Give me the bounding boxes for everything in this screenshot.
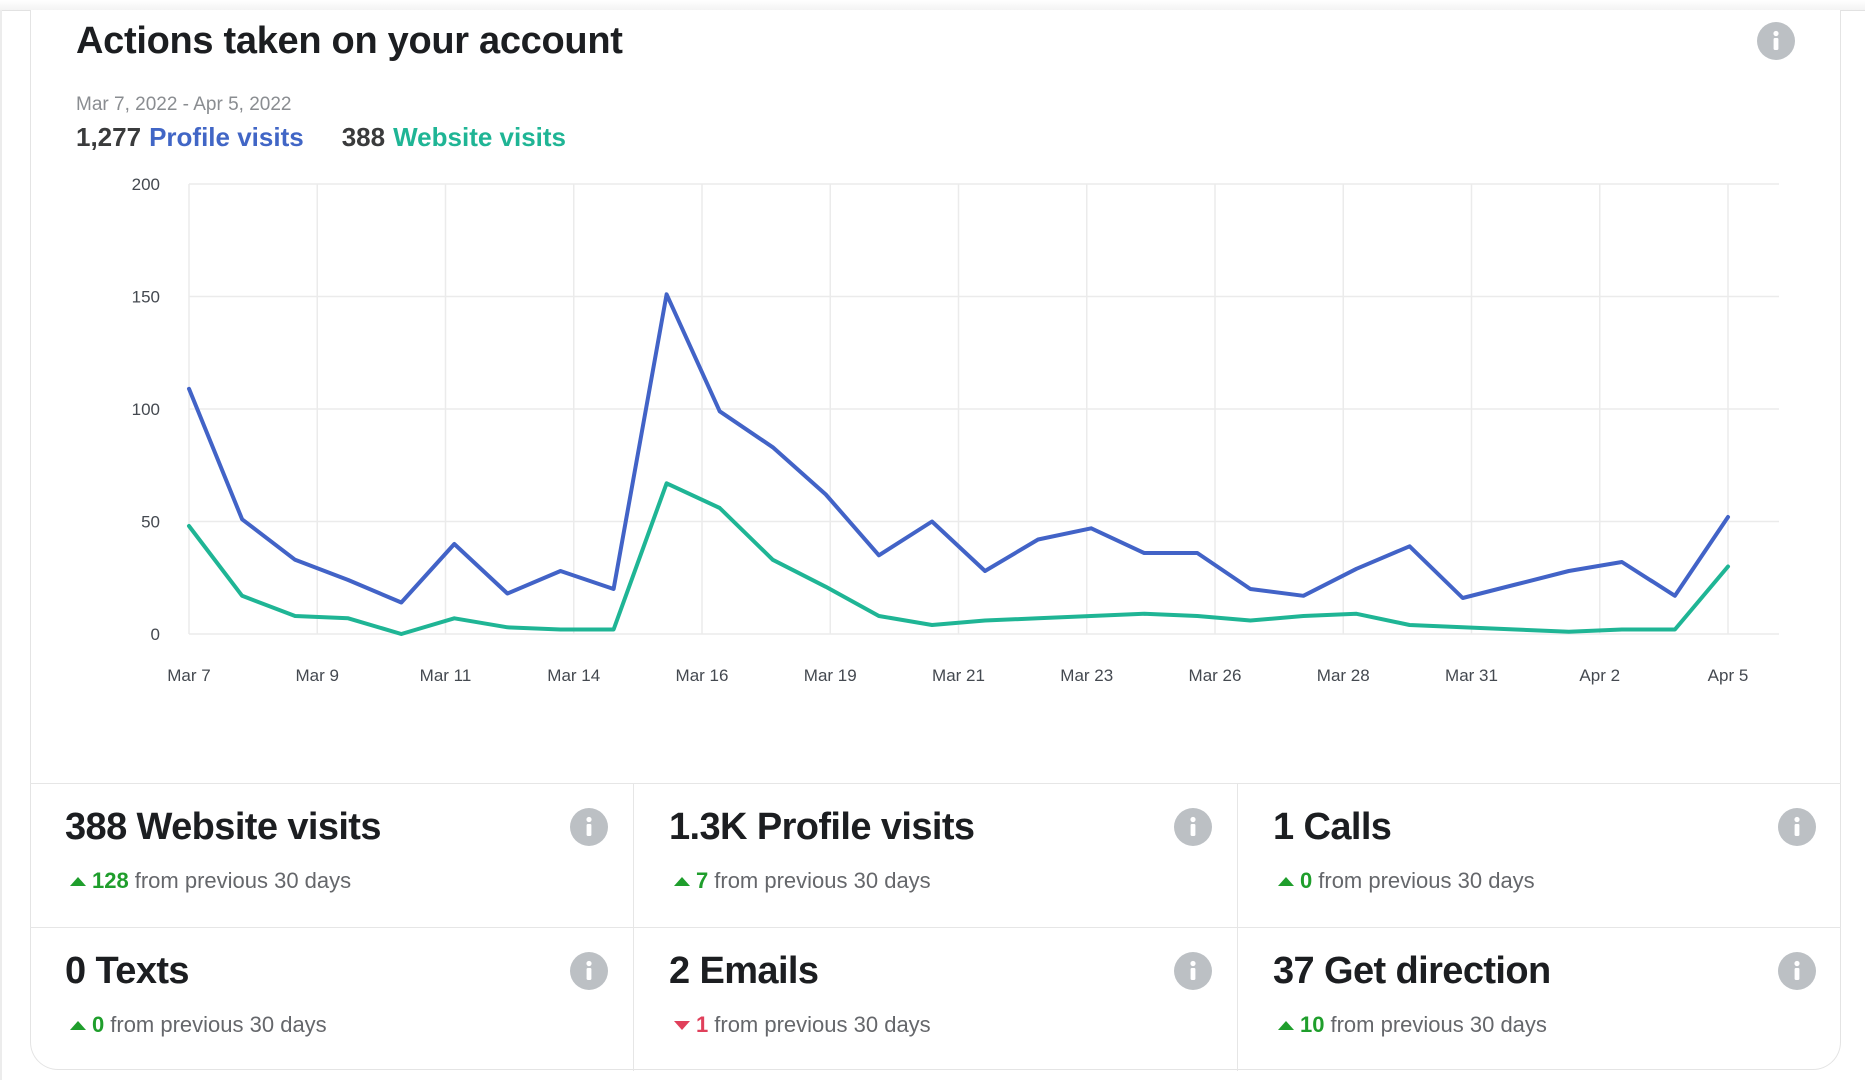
info-icon[interactable] bbox=[1174, 808, 1212, 846]
y-tick-label: 0 bbox=[151, 625, 160, 644]
stat-change: 0 from previous 30 days bbox=[70, 1012, 327, 1038]
arrow-up-icon bbox=[1278, 1020, 1294, 1030]
x-tick-label: Mar 31 bbox=[1445, 666, 1498, 685]
info-glyph-icon bbox=[1794, 816, 1800, 836]
divider bbox=[30, 783, 1841, 784]
arrow-up-icon bbox=[674, 876, 690, 886]
stat-title: 37 Get direction bbox=[1273, 950, 1551, 992]
x-tick-label: Apr 2 bbox=[1579, 666, 1620, 685]
info-glyph-icon bbox=[586, 816, 592, 836]
line-chart: 0 50 100 150 200 Mar 7 Mar 9 Mar 11 Mar 14 Mar 16… bbox=[132, 175, 1779, 685]
stat-card: 388 Website visits 128 from previous 30 … bbox=[30, 784, 634, 928]
stat-delta: 0 bbox=[1300, 868, 1313, 893]
stat-title: 388 Website visits bbox=[65, 806, 382, 848]
y-tick-label: 150 bbox=[132, 288, 160, 307]
x-tick-label: Mar 7 bbox=[167, 666, 210, 685]
stat-card: 37 Get direction 10 from previous 30 day… bbox=[1238, 928, 1842, 1072]
info-icon[interactable] bbox=[570, 808, 608, 846]
info-glyph-icon bbox=[1190, 816, 1196, 836]
stat-title: 1.3K Profile visits bbox=[669, 806, 975, 848]
stat-delta-suffix: from previous 30 days bbox=[714, 1012, 931, 1037]
stat-card: 0 Texts 0 from previous 30 days bbox=[30, 928, 634, 1072]
stat-delta-suffix: from previous 30 days bbox=[110, 1012, 327, 1037]
stat-delta: 10 bbox=[1300, 1012, 1325, 1037]
stat-delta: 128 bbox=[92, 868, 129, 893]
stat-change: 7 from previous 30 days bbox=[674, 868, 931, 894]
date-range: Mar 7, 2022 - Apr 5, 2022 bbox=[76, 94, 292, 115]
x-tick-label: Mar 26 bbox=[1189, 666, 1242, 685]
stat-change: 128 from previous 30 days bbox=[70, 868, 351, 894]
arrow-up-icon bbox=[1278, 876, 1294, 886]
info-icon[interactable] bbox=[1778, 808, 1816, 846]
website-visits-total: 388 bbox=[341, 122, 386, 152]
stat-change: 10 from previous 30 days bbox=[1278, 1012, 1547, 1038]
info-glyph-icon bbox=[1190, 960, 1196, 980]
x-tick-label: Mar 21 bbox=[932, 666, 985, 685]
info-icon[interactable] bbox=[1174, 952, 1212, 990]
info-icon[interactable] bbox=[1778, 952, 1816, 990]
divider bbox=[30, 927, 1841, 928]
stat-delta-suffix: from previous 30 days bbox=[1318, 868, 1535, 893]
info-icon[interactable] bbox=[1757, 22, 1795, 60]
card-title: Actions taken on your account bbox=[76, 20, 623, 62]
arrow-up-icon bbox=[70, 1020, 86, 1030]
y-tick-label: 100 bbox=[132, 400, 160, 419]
x-tick-label: Apr 5 bbox=[1708, 666, 1749, 685]
stat-delta-suffix: from previous 30 days bbox=[714, 868, 931, 893]
stat-delta: 1 bbox=[696, 1012, 709, 1037]
info-glyph-icon bbox=[1773, 30, 1779, 50]
x-tick-label: Mar 9 bbox=[296, 666, 339, 685]
divider bbox=[1237, 783, 1238, 1071]
series-line-profile-visits bbox=[187, 292, 1730, 605]
x-tick-label: Mar 16 bbox=[676, 666, 729, 685]
summary-totals: 1,277 Profile visits 388 Website visits bbox=[76, 122, 566, 153]
x-tick-label: Mar 28 bbox=[1317, 666, 1370, 685]
stat-title: 2 Emails bbox=[669, 950, 819, 992]
profile-visits-total: 1,277 bbox=[76, 122, 142, 152]
actions-card bbox=[30, 10, 1841, 1070]
divider bbox=[633, 783, 634, 1071]
y-tick-label: 50 bbox=[141, 513, 160, 532]
profile-visits-legend: Profile visits bbox=[149, 122, 304, 152]
stat-delta: 7 bbox=[696, 868, 709, 893]
stat-card: 2 Emails 1 from previous 30 days bbox=[634, 928, 1238, 1072]
info-glyph-icon bbox=[1794, 960, 1800, 980]
x-tick-label: Mar 23 bbox=[1060, 666, 1113, 685]
stat-card: 1.3K Profile visits 7 from previous 30 d… bbox=[634, 784, 1238, 928]
stat-change: 0 from previous 30 days bbox=[1278, 868, 1535, 894]
arrow-down-icon bbox=[674, 1020, 690, 1030]
series-line-website-visits bbox=[187, 481, 1730, 636]
stat-title: 0 Texts bbox=[65, 950, 190, 992]
website-visits-legend: Website visits bbox=[393, 122, 567, 152]
arrow-up-icon bbox=[70, 876, 86, 886]
x-tick-label: Mar 14 bbox=[547, 666, 600, 685]
stat-change: 1 from previous 30 days bbox=[674, 1012, 931, 1038]
y-tick-label: 200 bbox=[132, 175, 160, 194]
left-edge bbox=[0, 10, 2, 1080]
info-glyph-icon bbox=[586, 960, 592, 980]
x-tick-label: Mar 19 bbox=[804, 666, 857, 685]
stat-card: 1 Calls 0 from previous 30 days bbox=[1238, 784, 1842, 928]
stat-title: 1 Calls bbox=[1273, 806, 1392, 848]
info-icon[interactable] bbox=[570, 952, 608, 990]
stat-delta: 0 bbox=[92, 1012, 105, 1037]
stat-delta-suffix: from previous 30 days bbox=[1330, 1012, 1547, 1037]
x-tick-label: Mar 11 bbox=[420, 666, 472, 685]
stat-delta-suffix: from previous 30 days bbox=[134, 868, 352, 893]
